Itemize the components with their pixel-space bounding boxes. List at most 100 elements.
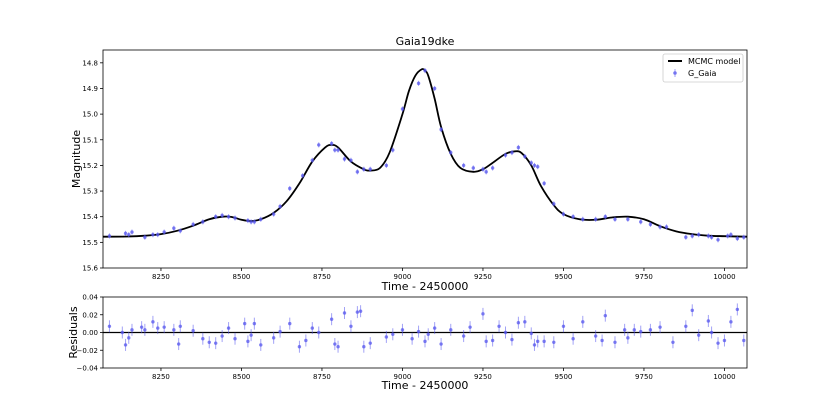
data-point [214,214,218,220]
data-point [143,234,147,240]
data-point [400,323,405,336]
data-point [735,235,740,242]
data-point [697,329,701,342]
data-marker [304,338,308,343]
data-point [593,216,598,222]
data-marker [716,341,720,345]
data-point [729,315,733,328]
data-marker [542,339,546,344]
data-marker [593,334,598,338]
data-marker [658,325,662,329]
data-point [622,323,627,336]
data-marker [697,333,701,337]
data-marker [271,336,276,340]
data-marker [439,342,443,346]
data-point [648,221,653,227]
data-marker [384,163,389,168]
data-marker [571,337,575,341]
y-tick-label: 0.00 [82,329,98,337]
data-marker [484,339,488,344]
data-point [123,338,128,351]
data-marker [358,309,363,313]
data-point [664,224,669,230]
data-marker [310,326,314,330]
data-marker [362,167,366,171]
data-point [490,334,495,347]
data-point [297,340,302,353]
data-point [333,338,337,351]
data-point [532,162,537,168]
data-marker [461,334,466,338]
data-marker [172,226,176,230]
data-marker [468,325,472,329]
data-marker [252,220,257,224]
data-marker [600,338,604,343]
data-marker [143,328,147,332]
data-marker [561,324,566,328]
data-point [603,309,608,322]
data-marker [127,232,131,237]
data-marker [333,342,337,346]
data-point [481,307,485,320]
data-marker [391,148,395,152]
data-marker [432,326,437,330]
data-marker [336,345,340,349]
data-marker [581,320,585,324]
data-point [484,335,488,348]
data-marker [552,202,556,206]
data-point [571,332,575,345]
data-marker [484,170,488,174]
data-point [304,334,308,347]
y-tick-label: −0.04 [77,365,99,373]
data-marker [516,321,521,325]
data-point [130,229,134,235]
data-point [139,321,144,334]
data-point [648,323,653,336]
data-marker [461,163,466,168]
data-point [391,147,395,153]
data-point [278,203,282,210]
data-marker [529,331,533,336]
legend-model-label: MCMC model [688,57,740,66]
data-point [716,237,720,243]
model-curve [102,68,748,238]
data-point [271,331,276,344]
data-point [271,211,276,217]
data-marker [532,163,537,168]
data-point [532,338,537,351]
data-point [416,80,421,86]
data-marker [735,236,740,241]
data-marker [242,321,247,326]
x-tick-label: 9000 [394,373,412,381]
data-point [384,162,389,168]
data-point [729,232,733,238]
data-point [342,156,347,162]
data-point [432,85,437,92]
data-point [552,201,556,207]
data-point [639,325,643,338]
data-point [742,234,746,240]
data-marker [220,334,224,338]
data-point [432,322,437,335]
data-point [716,337,720,350]
y-tick-label: 15.3 [82,188,98,196]
data-marker [214,341,218,345]
data-point [220,330,224,343]
data-point [355,169,360,175]
data-point [722,334,727,347]
data-point [156,322,160,335]
data-point [423,67,427,74]
data-point [300,173,305,179]
data-point [123,230,128,236]
data-marker [426,332,430,336]
data-point [226,322,231,335]
data-marker [259,343,263,347]
data-marker [349,324,353,328]
y-axis-label: Magnitude [70,130,83,189]
data-marker [523,154,527,159]
data-point [178,320,182,333]
data-marker [349,158,353,162]
data-marker [725,234,730,238]
data-point [246,335,250,348]
data-point [581,216,585,222]
